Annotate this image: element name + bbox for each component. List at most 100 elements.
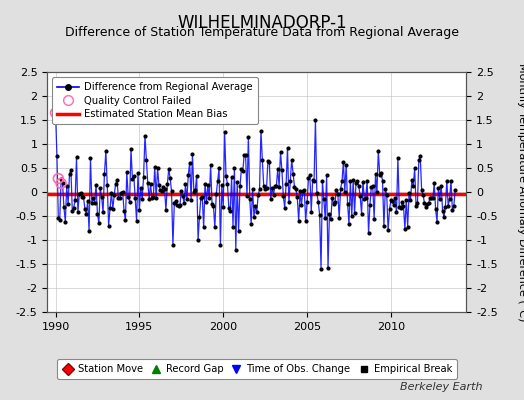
Point <box>112 180 120 187</box>
Point <box>233 179 242 186</box>
Point <box>426 195 434 201</box>
Point <box>440 213 448 220</box>
Point <box>137 185 145 191</box>
Point <box>272 183 280 190</box>
Point <box>129 172 138 179</box>
Point <box>77 190 85 196</box>
Point <box>339 158 347 165</box>
Point <box>92 182 100 188</box>
Point <box>114 195 123 201</box>
Text: Berkeley Earth: Berkeley Earth <box>400 382 482 392</box>
Point <box>342 162 351 168</box>
Point <box>202 198 211 205</box>
Point <box>128 176 137 182</box>
Point <box>352 180 360 186</box>
Point <box>85 228 93 234</box>
Point <box>198 194 206 200</box>
Point <box>219 204 227 211</box>
Point <box>60 204 68 210</box>
Point <box>258 157 267 164</box>
Point <box>131 195 139 202</box>
Point <box>108 206 117 212</box>
Point <box>57 175 66 182</box>
Point <box>166 175 174 181</box>
Point <box>419 192 427 198</box>
Point <box>296 188 304 195</box>
Point <box>167 188 176 194</box>
Point <box>448 207 456 214</box>
Point <box>397 205 405 212</box>
Point <box>242 152 250 158</box>
Point <box>304 175 313 181</box>
Point <box>368 183 377 190</box>
Point <box>362 194 370 201</box>
Point <box>265 159 274 166</box>
Point <box>292 186 300 192</box>
Point <box>305 172 314 178</box>
Point <box>229 223 237 230</box>
Point <box>357 210 366 217</box>
Point <box>135 207 144 213</box>
Point <box>124 194 133 200</box>
Point <box>194 237 202 243</box>
Point <box>212 191 221 198</box>
Point <box>190 189 198 195</box>
Point <box>427 195 435 201</box>
Point <box>274 166 282 173</box>
Point <box>104 222 113 229</box>
Point <box>255 186 264 192</box>
Point <box>221 129 229 135</box>
Point <box>366 202 374 208</box>
Point <box>185 160 194 166</box>
Point <box>309 177 317 183</box>
Point <box>391 195 399 202</box>
Point <box>148 194 156 201</box>
Point <box>113 177 121 184</box>
Point <box>144 180 152 186</box>
Point <box>336 186 345 192</box>
Point <box>288 157 296 163</box>
Point <box>424 200 433 206</box>
Point <box>236 183 244 190</box>
Point <box>176 202 184 208</box>
Point <box>83 198 92 204</box>
Point <box>155 182 163 188</box>
Point <box>378 177 387 184</box>
Point <box>387 197 395 204</box>
Point <box>435 195 444 202</box>
Point <box>271 183 279 189</box>
Point <box>282 181 290 188</box>
Point <box>326 216 335 222</box>
Point <box>222 173 230 179</box>
Point <box>154 165 162 172</box>
Point <box>91 200 99 206</box>
Point <box>250 214 258 220</box>
Point <box>430 180 439 187</box>
Point <box>96 185 104 191</box>
Point <box>174 202 183 209</box>
Point <box>398 199 406 206</box>
Point <box>341 189 349 195</box>
Point <box>434 185 443 191</box>
Point <box>450 203 458 210</box>
Point <box>367 184 376 190</box>
Point <box>75 190 83 197</box>
Point <box>213 178 222 185</box>
Point <box>226 208 234 214</box>
Point <box>363 178 372 184</box>
Point <box>385 206 394 213</box>
Point <box>280 204 289 211</box>
Point <box>133 218 141 224</box>
Point <box>433 218 441 225</box>
Point <box>162 207 170 214</box>
Point <box>318 178 326 184</box>
Point <box>331 199 339 205</box>
Point <box>152 195 160 202</box>
Point <box>123 169 131 175</box>
Point <box>230 164 238 171</box>
Point <box>254 192 263 199</box>
Point <box>403 224 412 230</box>
Point <box>345 221 353 227</box>
Point <box>439 208 447 214</box>
Point <box>293 194 301 201</box>
